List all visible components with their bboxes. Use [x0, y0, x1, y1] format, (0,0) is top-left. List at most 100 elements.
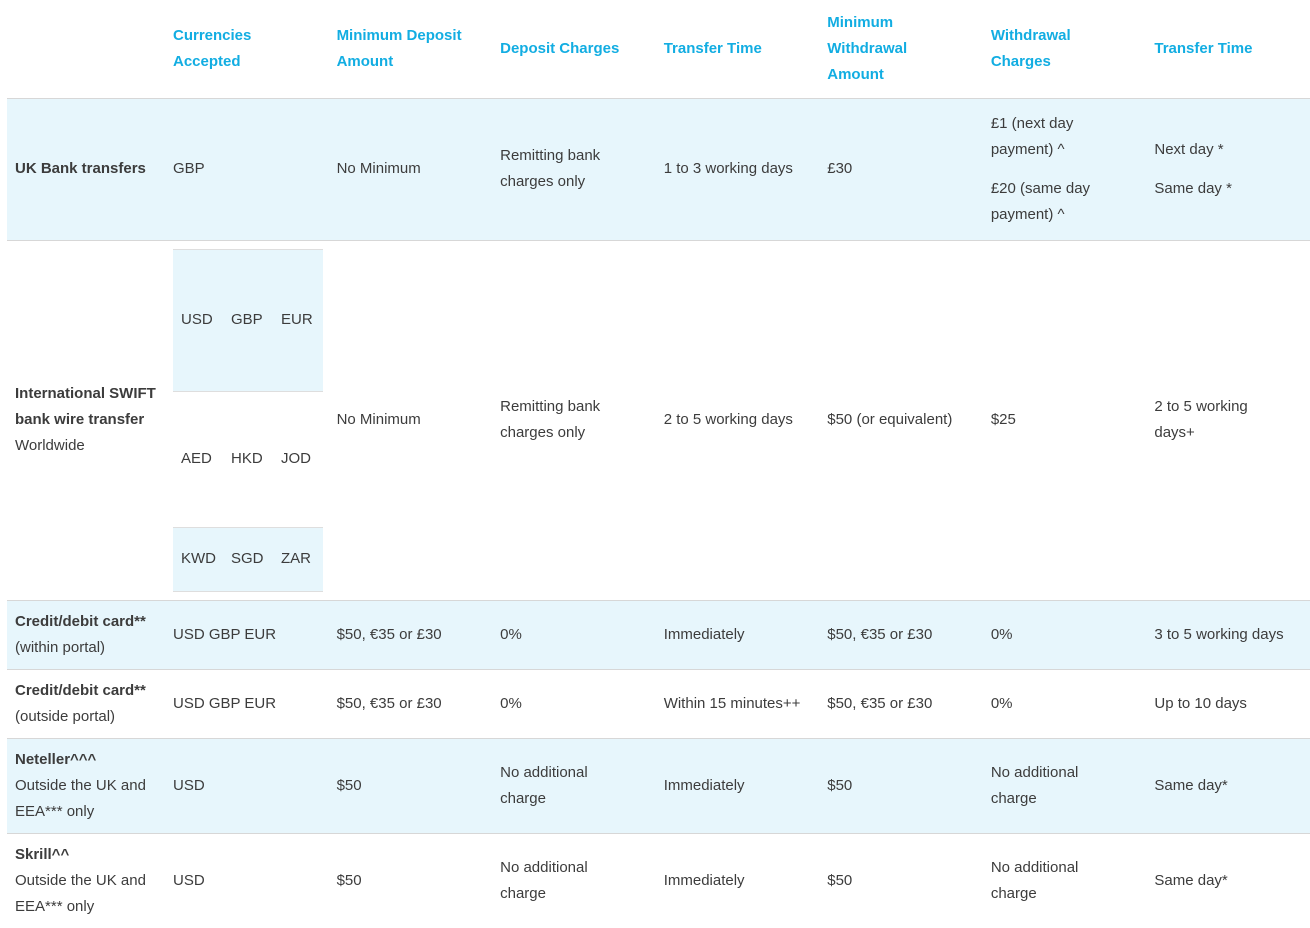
cell-method: Neteller^^^ Outside the UK and EEA*** onl… — [7, 737, 165, 833]
cell-deposit-charges: 0% — [492, 599, 656, 669]
col-header-currencies-accepted: Currencies Accepted — [173, 26, 252, 70]
cell-method: International SWIFT bank wire transfer Wo… — [7, 239, 165, 600]
cell-text: No Minimum — [336, 160, 421, 177]
cell-min-deposit: $50 — [328, 832, 493, 928]
cell-text: GBP — [173, 160, 205, 177]
cell-text: Same day * — [1154, 179, 1232, 197]
cell-deposit-charges: No additional charge — [492, 737, 656, 833]
cell-min-deposit: $50, €35 or £30 — [328, 599, 493, 669]
cell-text: 3 to 5 working days — [1154, 625, 1284, 643]
cell-withdrawal-charges: $25 — [982, 239, 1147, 600]
cell-text: Same day* — [1154, 776, 1228, 794]
cell-text: Next day * — [1154, 140, 1224, 158]
cell-text: 1 to 3 working days — [663, 160, 793, 177]
table-row-uk-bank-transfers: UK Bank transfers GBP No Minimum Remitting … — [7, 97, 1310, 240]
cell-withdrawal-charges: 0% — [982, 668, 1147, 738]
cell-currencies: USD GBP EUR AED HKD JOD KWD SGD ZAR — [165, 239, 329, 600]
cell-method: Credit/debit card** (outside portal) — [7, 668, 165, 738]
cell-transfer-time-deposit: Immediately — [655, 599, 820, 669]
cell-text: Same day* — [1154, 871, 1228, 889]
currency-cell: EUR — [273, 248, 323, 391]
cell-deposit-charges: 0% — [492, 668, 656, 738]
cell-currencies: GBP — [165, 97, 329, 240]
cell-text: 0% — [990, 625, 1013, 643]
cell-text: $50 — [827, 871, 853, 889]
col-header-transfer-time-deposit: Transfer Time — [663, 39, 762, 57]
cell-currencies: USD GBP EUR — [165, 668, 329, 738]
method-name: UK Bank transfers — [15, 160, 146, 177]
cell-transfer-time-deposit: 1 to 3 working days — [655, 97, 820, 240]
table-row-international-swift-bank-wire: International SWIFT bank wire transfer Wo… — [7, 239, 1310, 600]
cell-transfer-time-deposit: Immediately — [655, 832, 820, 928]
cell-min-deposit: No Minimum — [328, 97, 493, 240]
cell-text: $50 — [336, 776, 362, 794]
cell-text: 2 to 5 working days+ — [1154, 398, 1248, 441]
cell-text: USD GBP EUR — [173, 625, 277, 643]
cell-text: £30 — [827, 160, 853, 177]
cell-text: $50 — [336, 871, 362, 889]
currency-cell: KWD — [173, 526, 223, 592]
cell-min-withdrawal: $50, €35 or £30 — [819, 668, 983, 738]
cell-min-withdrawal: £30 — [819, 97, 983, 240]
cell-min-withdrawal: $50, €35 or £30 — [819, 599, 983, 669]
cell-text: $50, €35 or £30 — [336, 625, 442, 643]
currency-grid-row: AED HKD JOD — [173, 390, 323, 527]
cell-text: 0% — [990, 694, 1013, 712]
table-row-skrill: Skrill^^ Outside the UK and EEA*** only US… — [7, 832, 1310, 928]
cell-transfer-time-deposit: Immediately — [655, 737, 820, 833]
cell-method: Credit/debit card** (within portal) — [7, 599, 165, 669]
cell-text: 0% — [500, 694, 522, 712]
table-row-neteller: Neteller^^^ Outside the UK and EEA*** onl… — [7, 737, 1310, 833]
method-subtitle: Worldwide — [15, 437, 85, 454]
cell-text: Up to 10 days — [1154, 694, 1247, 712]
method-subtitle: Outside the UK and EEA*** only — [15, 871, 146, 915]
cell-text: Immediately — [663, 776, 745, 794]
cell-withdrawal-charges: £1 (next day payment) ^ £20 (same day pay… — [982, 97, 1147, 240]
cell-text: $50, €35 or £30 — [827, 694, 933, 712]
cell-withdrawal-charges: No additional charge — [982, 737, 1147, 833]
cell-transfer-time-deposit: Within 15 minutes++ — [655, 668, 820, 738]
currency-cell: SGD — [223, 526, 273, 592]
cell-min-withdrawal: $50 — [819, 832, 983, 928]
currency-cell: GBP — [223, 248, 273, 391]
cell-transfer-time-withdrawal: Next day * Same day * — [1146, 97, 1310, 240]
cell-currencies: USD GBP EUR — [165, 599, 329, 669]
cell-deposit-charges: No additional charge — [492, 832, 656, 928]
currency-cell: USD — [173, 248, 223, 391]
cell-text: USD GBP EUR — [173, 694, 277, 712]
currency-cell: AED — [173, 390, 223, 527]
cell-text: Remitting bank charges only — [500, 147, 601, 190]
col-header-transfer-time-withdrawal: Transfer Time — [1154, 39, 1253, 57]
col-header-deposit-charges: Deposit Charges — [500, 39, 620, 57]
cell-currencies: USD — [165, 832, 329, 928]
cell-method: Skrill^^ Outside the UK and EEA*** only — [7, 832, 165, 928]
cell-text: Within 15 minutes++ — [663, 694, 801, 712]
cell-text: $50, €35 or £30 — [336, 694, 442, 712]
cell-transfer-time-withdrawal: Same day* — [1146, 737, 1310, 833]
cell-transfer-time-withdrawal: Same day* — [1146, 832, 1310, 928]
col-header-withdrawal-charges: Withdrawal Charges — [990, 26, 1071, 70]
cell-min-deposit: $50, €35 or £30 — [328, 668, 493, 738]
method-name: Neteller^^^ — [15, 750, 97, 768]
cell-transfer-time-deposit: 2 to 5 working days — [655, 239, 820, 600]
cell-withdrawal-charges: 0% — [982, 599, 1147, 669]
cell-text: USD — [173, 776, 205, 794]
currency-grid: USD GBP EUR AED HKD JOD KWD SGD ZAR — [173, 248, 323, 592]
cell-text: No additional charge — [990, 763, 1079, 807]
cell-transfer-time-withdrawal: 2 to 5 working days+ — [1146, 239, 1310, 600]
cell-min-withdrawal: $50 — [819, 737, 983, 833]
cell-min-deposit: $50 — [328, 737, 493, 833]
cell-min-withdrawal: $50 (or equivalent) — [819, 239, 983, 600]
cell-deposit-charges: Remitting bank charges only — [492, 239, 656, 600]
cell-min-deposit: No Minimum — [328, 239, 493, 600]
method-name: International SWIFT bank wire transfer — [15, 385, 156, 428]
cell-text: $50 (or equivalent) — [827, 411, 953, 428]
cell-deposit-charges: Remitting bank charges only — [492, 97, 656, 240]
currency-cell: JOD — [273, 390, 323, 527]
cell-text: $25 — [990, 411, 1016, 428]
currency-grid-row: USD GBP EUR — [173, 248, 323, 391]
table-row-credit-debit-card-outside-portal: Credit/debit card** (outside portal) USD G… — [7, 668, 1310, 738]
cell-method: UK Bank transfers — [7, 97, 165, 240]
currency-grid-row: KWD SGD ZAR — [173, 526, 323, 592]
cell-text: £1 (next day payment) ^ — [990, 114, 1074, 158]
